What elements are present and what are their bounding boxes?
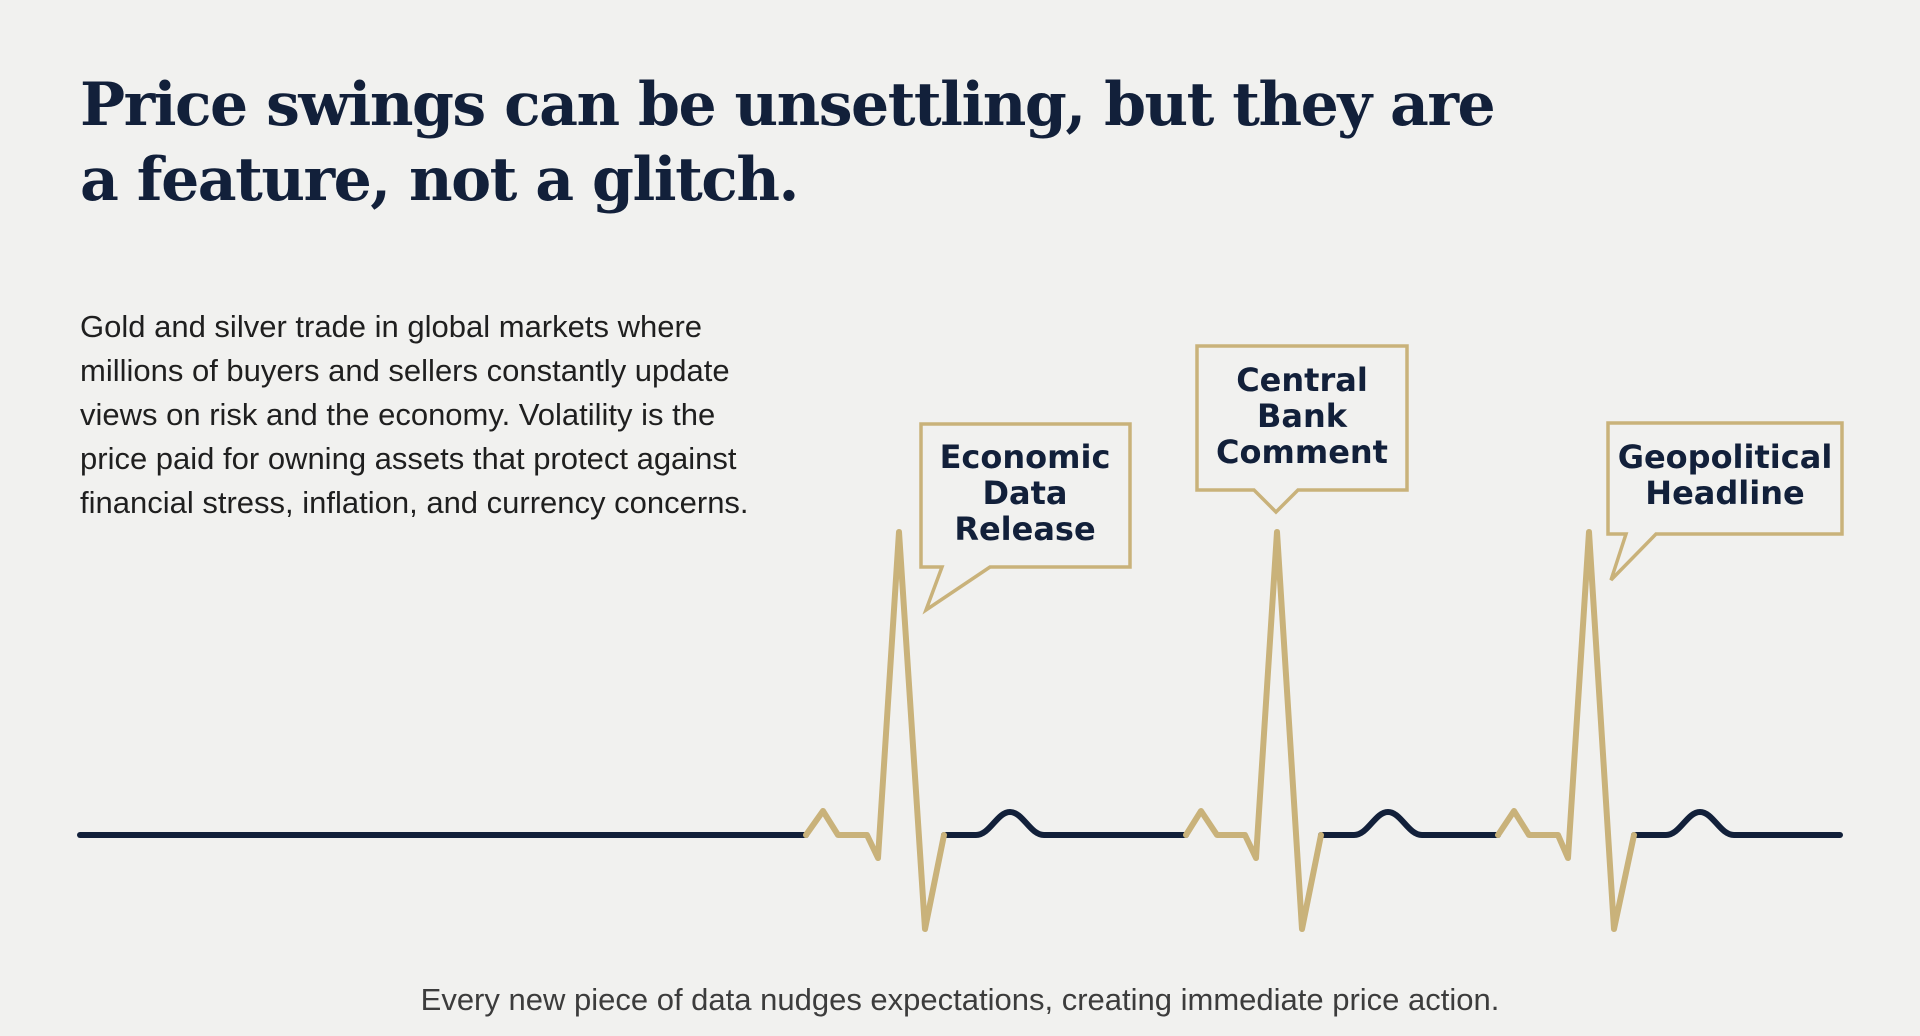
body-line: millions of buyers and sellers constantl… [80, 353, 730, 388]
page-title-line-2: a feature, not a glitch. [80, 145, 799, 215]
callout-line: Comment [1216, 433, 1388, 471]
body-line: views on risk and the economy. Volatilit… [80, 397, 716, 432]
baseline-segment-after-spike-1 [941, 809, 1189, 838]
body-line: Gold and silver trade in global markets … [80, 309, 703, 344]
callout-line: Geopolitical [1618, 438, 1833, 476]
callout-line: Central [1236, 361, 1368, 399]
baseline-segment-after-spike-2 [1318, 809, 1501, 838]
price-spike-2 [1183, 529, 1324, 932]
body-line: financial stress, inflation, and currenc… [80, 485, 749, 520]
callout-line: Release [954, 510, 1095, 548]
page-title: Price swings can be unsettling, but they… [80, 68, 1496, 218]
price-spike-1 [803, 529, 947, 932]
callout-line: Economic [940, 438, 1111, 476]
page-title-line-1: Price swings can be unsettling, but they… [80, 70, 1496, 140]
caption: Every new piece of data nudges expectati… [420, 982, 1500, 1017]
callout-line: Bank [1257, 397, 1348, 435]
price-spike-3 [1495, 529, 1637, 932]
callout-bubble [1606, 421, 1844, 582]
callout-bubble [919, 422, 1132, 615]
body-paragraph: Gold and silver trade in global markets … [80, 305, 800, 525]
callout-central-bank-comment: Central Bank Comment [1195, 344, 1409, 515]
body-line: price paid for owning assets that protec… [80, 441, 737, 476]
baseline-segment-end [1631, 809, 1843, 838]
callout-line: Data [982, 474, 1067, 512]
callout-economic-data-release: Economic Data Release [919, 422, 1132, 615]
callout-line: Headline [1645, 474, 1804, 512]
callout-geopolitical-headline: Geopolitical Headline [1606, 421, 1844, 582]
callout-bubble [1195, 344, 1409, 515]
